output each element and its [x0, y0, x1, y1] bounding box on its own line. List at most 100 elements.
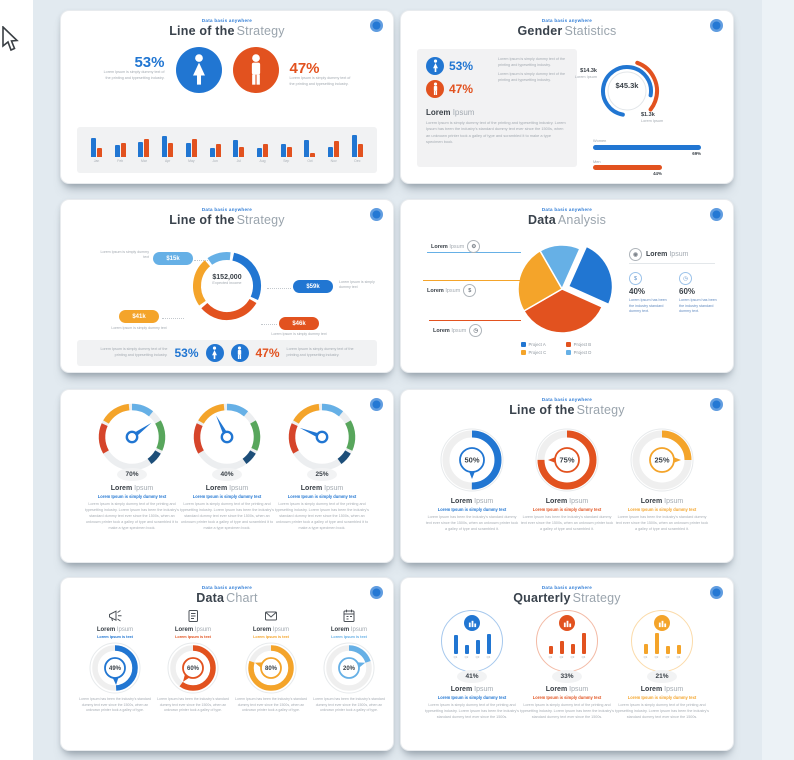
icon-wrap [235, 608, 307, 624]
slide-kicker: Data basis anywhere [201, 18, 253, 23]
pill-note: Lorem Ipsum is simply dummy text [339, 280, 375, 290]
slide-card-line-strategy-2[interactable]: Data basis anywhere Line of the Strategy … [60, 199, 394, 373]
mini-bar [548, 645, 553, 654]
slide-card-gauges[interactable]: 70% Lorem Ipsum Lorem Ipsum is simply dumm… [60, 389, 394, 563]
bar-pair [304, 133, 316, 157]
icon-wrap [79, 608, 151, 624]
stat-note: Lorem Ipsum has been the industry standa… [629, 298, 667, 314]
female-percentage: 53% [174, 346, 199, 360]
item-heading: Lorem Ipsum [545, 498, 589, 505]
icon-wrap [157, 608, 229, 624]
bar-pair [233, 133, 245, 157]
mini-bar [581, 632, 586, 654]
data-chart-column: Lorem Ipsum Lorem Ipsum is text 49% Lorem I… [79, 608, 151, 714]
bar-men [286, 147, 292, 157]
male-percentage: 47% [449, 82, 474, 96]
progress-wrap: 49% [79, 642, 151, 694]
bar-women [233, 139, 239, 157]
progress-value: 80% [265, 666, 278, 672]
gauge-column: 40% Lorem Ipsum Lorem Ipsum is simply dumm… [180, 402, 274, 532]
legend-item: Project B [566, 342, 591, 347]
slide-card-line-strategy-1[interactable]: Data basis anywhere Line of the Strategy … [60, 10, 394, 184]
callout-line [423, 280, 523, 281]
bar-group: May [184, 133, 199, 163]
page-left-margin [0, 0, 33, 760]
item-paragraph: Lorem Ipsum has been the industry's stan… [235, 697, 307, 713]
mini-bar [643, 643, 648, 654]
pie-slice-project-c [517, 249, 564, 313]
slide-card-quarterly-strategy[interactable]: Data basis anywhere Quarterly Strategy Q1… [400, 577, 734, 751]
slide-number-badge [710, 586, 723, 599]
slide-title: Quarterly Strategy [513, 591, 621, 605]
divider [629, 263, 715, 264]
pie-legend: Project A Project B Project C Project D [521, 342, 591, 355]
calendar-icon [343, 609, 355, 622]
stat-block: $40% Lorem Ipsum has been the industry st… [629, 272, 667, 315]
bar-month-label: Feb [117, 159, 124, 163]
mini-bar-label: Q2 [654, 655, 659, 659]
bar-month-label: Nov [330, 159, 337, 163]
monthly-bar-chart: Jan Feb Mar Apr May Jun Jul Aug Sep Oct Nov Dec [89, 133, 365, 163]
money-icon: $ [463, 284, 477, 297]
bar-group: Jan [89, 133, 104, 163]
item-subtitle: Lorem Ipsum is simply dummy text [532, 695, 602, 700]
progress-wrap: 20% [313, 642, 385, 694]
slide-card-data-chart[interactable]: Data basis anywhere Data Chart Lorem Ipsu… [60, 577, 394, 751]
mini-bar-group: Q3 [569, 643, 576, 659]
donut-label-left: $14.3k Lorem Ipsum [574, 68, 597, 80]
slide-number-badge [710, 208, 723, 221]
progress-column: 25% Lorem Ipsum Lorem Ipsum is simply dumm… [615, 426, 709, 533]
gauge-value: 25% [307, 468, 337, 481]
bar-group: Nov [326, 133, 341, 163]
bar-women [304, 139, 310, 157]
bar-men [239, 146, 245, 157]
progress-wrap: 60% [157, 642, 229, 694]
callout-label: Lorem Ipsum ⚙ [431, 240, 481, 253]
quarter-value-wrap: 41% [425, 665, 519, 683]
megaphone-icon [109, 610, 122, 622]
bar-men [144, 139, 150, 157]
data-chart-column: Lorem Ipsum Lorem Ipsum is text 80% Lorem I… [235, 608, 307, 714]
stat-block: ◷ 60% Lorem Ipsum has been the industry st… [679, 272, 717, 315]
stat-value: 60% [679, 287, 696, 296]
pie-chart [517, 244, 614, 334]
progress-ring: 49% [89, 642, 141, 694]
quarter-value-wrap: 33% [520, 665, 614, 683]
gauge-chart [193, 403, 261, 471]
bar-men [334, 140, 340, 157]
bar-group: Apr [160, 133, 175, 163]
bar-month-label: Apr [165, 159, 171, 163]
bar-men [263, 143, 269, 157]
mini-bar-label: Q2 [464, 655, 469, 659]
slide-title: Data Chart [196, 591, 258, 605]
gauge-value-wrap: 70% [85, 463, 179, 481]
item-paragraph: Lorem Ipsum is simply dummy text of the … [85, 502, 179, 530]
expected-income-label: Expected income [212, 281, 242, 285]
mini-bar-group: Q2 [463, 644, 470, 659]
slide-card-data-analysis[interactable]: Data basis anywhere Data Analysis Lorem I… [400, 199, 734, 373]
legend-swatch [521, 342, 526, 347]
slide-number-badge [710, 19, 723, 32]
slide-title: Gender Statistics [517, 24, 617, 38]
quarterly-column: Q1 Q2 Q3 Q4 33% Lorem Ipsum Lorem Ipsum is sim… [520, 610, 614, 721]
progress-column: 50% Lorem Ipsum Lorem Ipsum is simply dumm… [425, 426, 519, 533]
progress-value: 20% [343, 666, 356, 672]
bar-pair [280, 133, 292, 157]
slide-kicker: Data basis anywhere [541, 18, 593, 23]
value-pill-yellow: $41k [119, 310, 159, 323]
hbar [593, 144, 702, 150]
pill-note: Lorem Ipsum is simply dummy text [271, 332, 327, 336]
legend-label: Project D [573, 350, 592, 355]
pie-slice-project-a [567, 245, 614, 306]
slide-card-line-strategy-3[interactable]: Data basis anywhere Line of the Strategy … [400, 389, 734, 563]
slide-card-gender-statistics[interactable]: Data basis anywhere Gender Statistics 53%… [400, 10, 734, 184]
connector-line [162, 318, 184, 319]
progress-value: 50% [464, 456, 479, 465]
bar-men [97, 147, 102, 157]
gauge-column: 25% Lorem Ipsum Lorem Ipsum is simply dumm… [275, 402, 369, 532]
bar-women [91, 138, 96, 157]
strip-right-note: Lorem Ipsum is simply dummy text of the … [286, 347, 354, 357]
donut-label-right: $1.3k Lorem Ipsum [641, 112, 664, 124]
bar-group: Sep [279, 133, 294, 163]
bar-month-label: Dec [354, 159, 361, 163]
